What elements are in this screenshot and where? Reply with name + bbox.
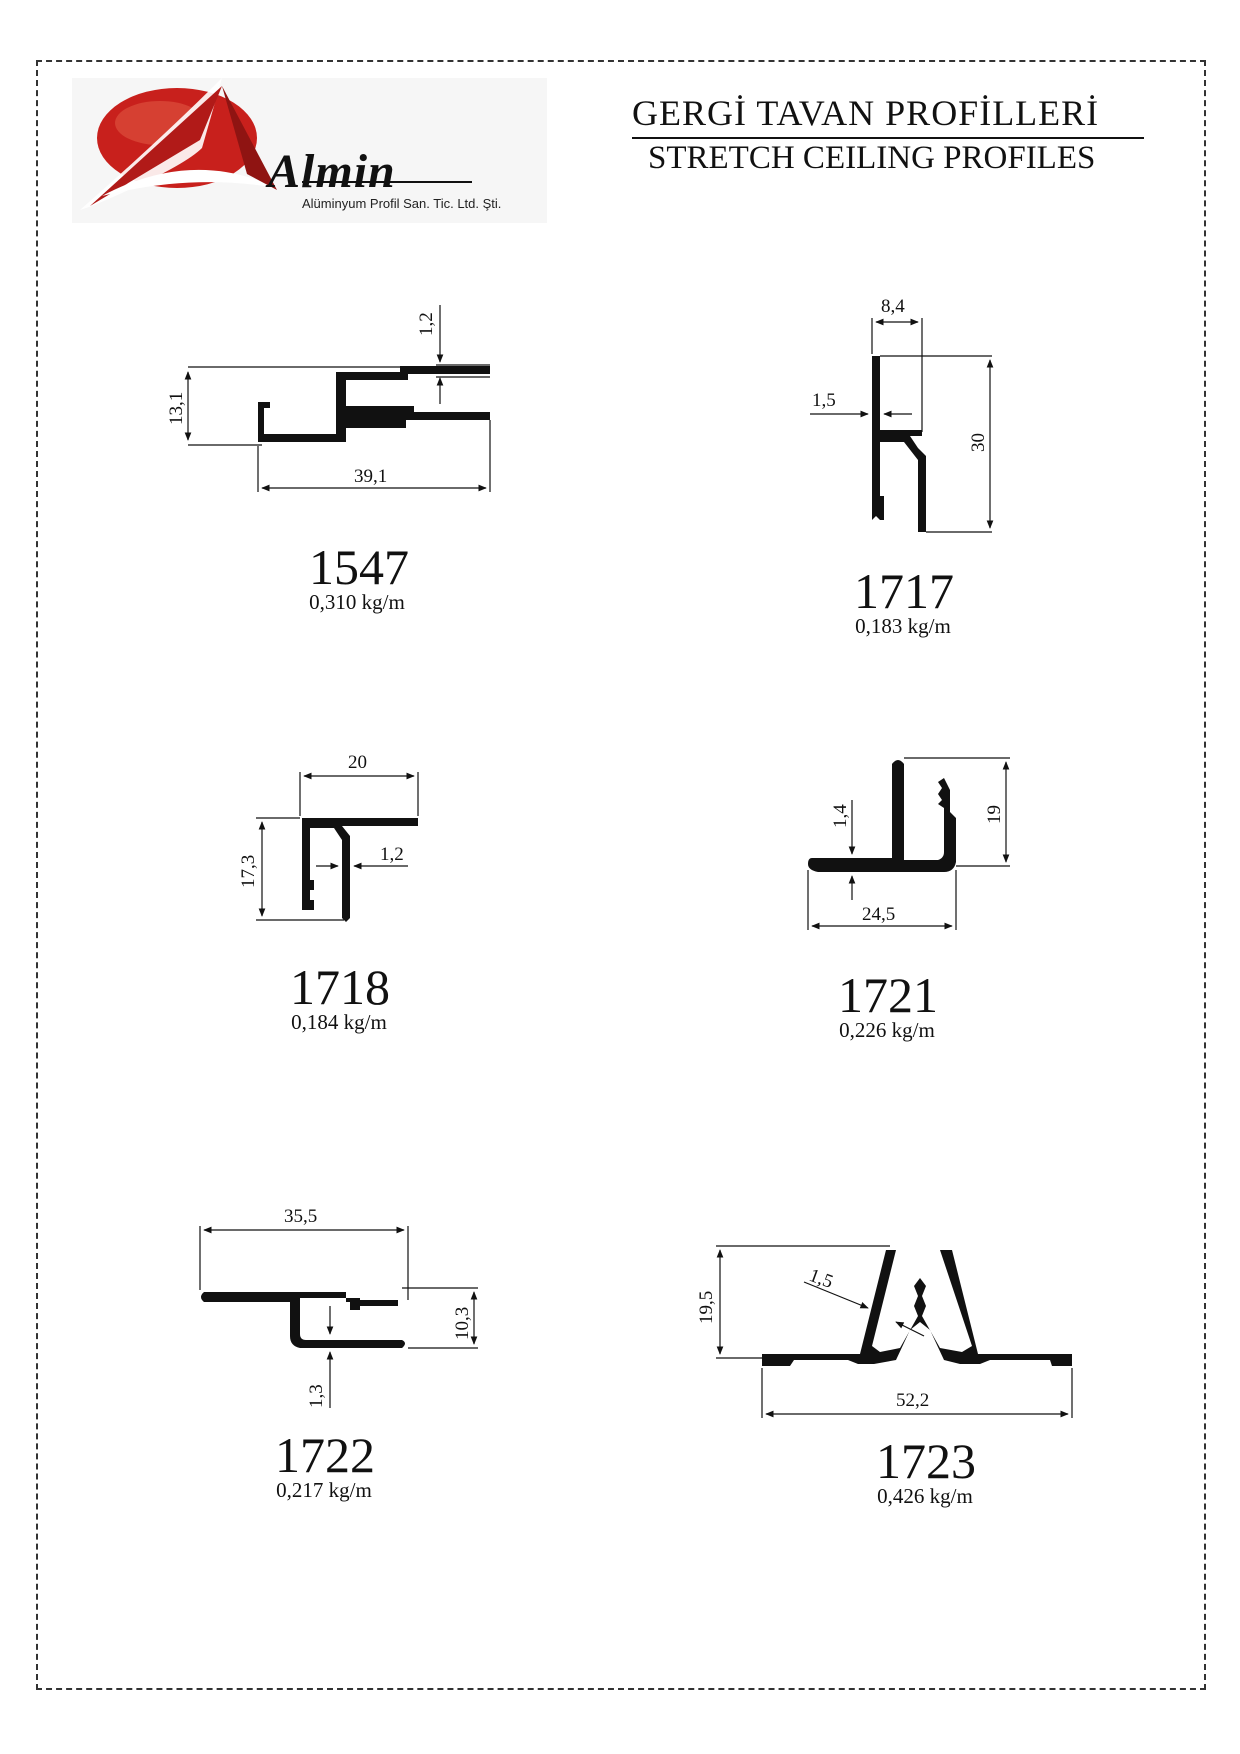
profile-1721-dim-1: 1,4 xyxy=(830,804,851,828)
profile-1717-dim-3: 30 xyxy=(968,433,989,452)
profile-1718-dim-3: 1,2 xyxy=(380,844,404,865)
profile-1718-dim-1: 20 xyxy=(348,752,367,773)
profile-1718-shape xyxy=(302,818,418,922)
profile-1722-shape xyxy=(201,1292,405,1348)
profile-code: 1547 xyxy=(309,539,409,595)
profile-1721-dim-2: 19 xyxy=(984,805,1005,824)
profile-1717-shape xyxy=(872,356,926,532)
profile-1547-dim-2: 13,1 xyxy=(166,392,187,425)
profile-1723-dim-2: 1,5 xyxy=(806,1265,836,1293)
profile-1721-drawing: 1,4 19 24,5 xyxy=(807,757,1010,930)
profile-1723-dim-1: 19,5 xyxy=(696,1291,717,1324)
title-divider xyxy=(632,137,1144,139)
profile-weight: 0,226 kg/m xyxy=(839,1018,935,1042)
logo-subtitle: Alüminyum Profil San. Tic. Ltd. Şti. xyxy=(302,196,502,211)
profile-1723-shape xyxy=(762,1250,1072,1366)
profile-weight: 0,310 kg/m xyxy=(309,590,405,614)
profile-weight: 0,184 kg/m xyxy=(291,1010,387,1034)
profile-1721-shape xyxy=(808,760,956,872)
profile-1721-dim-3: 24,5 xyxy=(862,904,895,925)
profile-1547-shape xyxy=(258,366,490,442)
profile-1718-drawing: 20 17,3 1,2 xyxy=(238,752,419,922)
profile-weight: 0,217 kg/m xyxy=(276,1478,372,1502)
profile-1717-dim-2: 1,5 xyxy=(812,390,836,411)
profile-1718-dim-2: 17,3 xyxy=(238,855,259,888)
profile-1717-drawing: 8,4 1,5 30 xyxy=(810,296,994,533)
profile-code: 1722 xyxy=(275,1427,375,1483)
profile-1547-dim-3: 39,1 xyxy=(354,466,387,487)
profile-1722-dim-3: 1,3 xyxy=(306,1384,327,1408)
profile-code: 1717 xyxy=(854,563,954,619)
profile-1547-dim-1: 1,2 xyxy=(416,312,437,336)
profile-1722-dim-2: 10,3 xyxy=(452,1307,473,1340)
logo-mark-icon xyxy=(80,78,472,210)
profile-weight: 0,426 kg/m xyxy=(877,1484,973,1508)
logo-name: Almin xyxy=(268,145,396,198)
profile-code: 1718 xyxy=(290,959,390,1015)
profile-weight: 0,183 kg/m xyxy=(855,614,951,638)
profile-1547-drawing: 1,2 13,1 39,1 xyxy=(166,305,491,492)
profile-code: 1723 xyxy=(876,1433,976,1489)
profile-1717-dim-1: 8,4 xyxy=(881,296,905,317)
page-border xyxy=(36,60,1206,1690)
title-english: STRETCH CEILING PROFILES xyxy=(648,140,1096,176)
profile-1723-drawing: 19,5 1,5 52,2 xyxy=(696,1245,1073,1418)
profile-code: 1721 xyxy=(838,967,938,1023)
profile-1722-dim-1: 35,5 xyxy=(284,1206,317,1227)
title-turkish: GERGİ TAVAN PROFİLLERİ xyxy=(632,93,1100,133)
profile-1723-dim-3: 52,2 xyxy=(896,1390,929,1411)
company-logo: Almin Alüminyum Profil San. Tic. Ltd. Şt… xyxy=(72,78,547,223)
profile-1722-drawing: 35,5 10,3 1,3 xyxy=(199,1206,478,1408)
